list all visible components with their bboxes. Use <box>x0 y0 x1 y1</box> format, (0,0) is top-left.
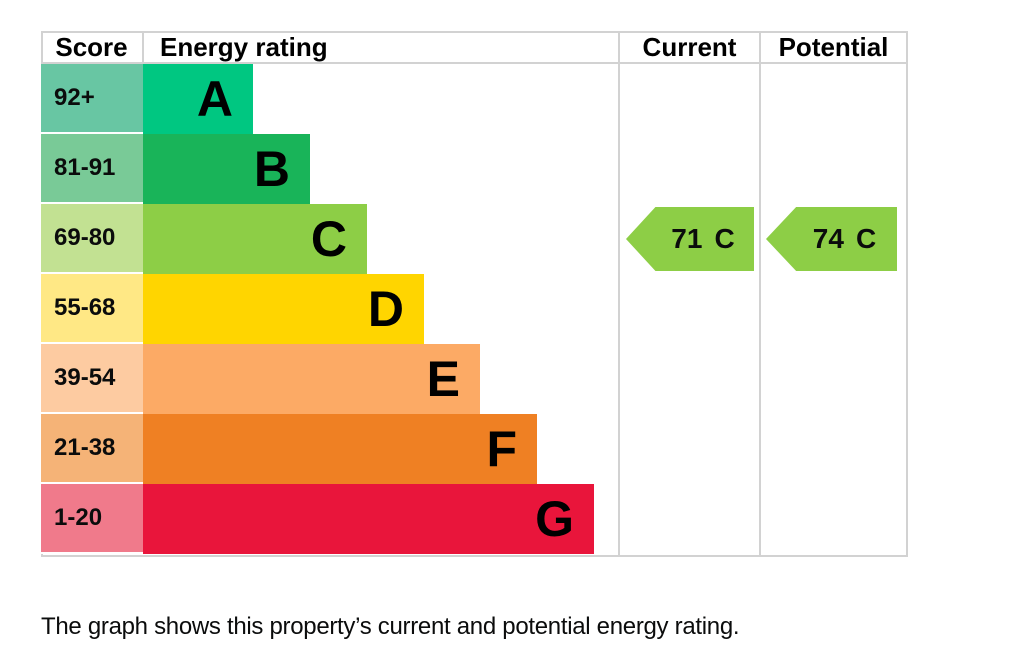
band-score-cell: 39-54 <box>41 344 143 414</box>
header-current: Current <box>642 32 737 62</box>
chart-caption: The graph shows this property’s current … <box>41 613 740 640</box>
energy-rating-bands: 92+ A 81-91 B 69-80 C 55-68 D 39-54 E 21… <box>41 64 908 554</box>
current-rating-value: 71 <box>671 223 703 254</box>
band-score-cell: 1-20 <box>41 484 143 554</box>
band-bar: C <box>143 204 367 274</box>
header-energy-rating: Energy rating <box>160 32 328 62</box>
band-row: 55-68 D <box>41 274 908 344</box>
band-bar: A <box>143 64 253 134</box>
band-bar: F <box>143 414 537 484</box>
header-score: Score <box>55 32 128 62</box>
band-score-cell: 21-38 <box>41 414 143 484</box>
band-bar: E <box>143 344 480 414</box>
potential-rating-letter: C <box>855 223 877 254</box>
current-rating-arrow: 71 C <box>626 207 754 271</box>
table-border-top <box>41 31 908 33</box>
table-border-bottom <box>41 555 908 557</box>
band-score-cell: 81-91 <box>41 134 143 204</box>
potential-rating-arrow: 74 C <box>766 207 897 271</box>
band-row: 92+ A <box>41 64 908 134</box>
band-row: 21-38 F <box>41 414 908 484</box>
header-potential: Potential <box>778 32 889 62</box>
band-bar: G <box>143 484 594 554</box>
score-column-divider <box>142 31 144 64</box>
table-border-right <box>906 31 908 557</box>
table-header-divider <box>41 62 908 64</box>
band-score-cell: 92+ <box>41 64 143 134</box>
band-bar: B <box>143 134 310 204</box>
band-bar: D <box>143 274 424 344</box>
band-row: 1-20 G <box>41 484 908 554</box>
current-column-divider <box>618 31 620 557</box>
band-score-cell: 69-80 <box>41 204 143 274</box>
current-rating-letter: C <box>714 223 735 254</box>
band-score-cell: 55-68 <box>41 274 143 344</box>
band-row: 69-80 C <box>41 204 908 274</box>
band-row: 39-54 E <box>41 344 908 414</box>
potential-rating-value: 74 <box>812 223 844 254</box>
band-row: 81-91 B <box>41 134 908 204</box>
potential-column-divider <box>759 31 761 557</box>
